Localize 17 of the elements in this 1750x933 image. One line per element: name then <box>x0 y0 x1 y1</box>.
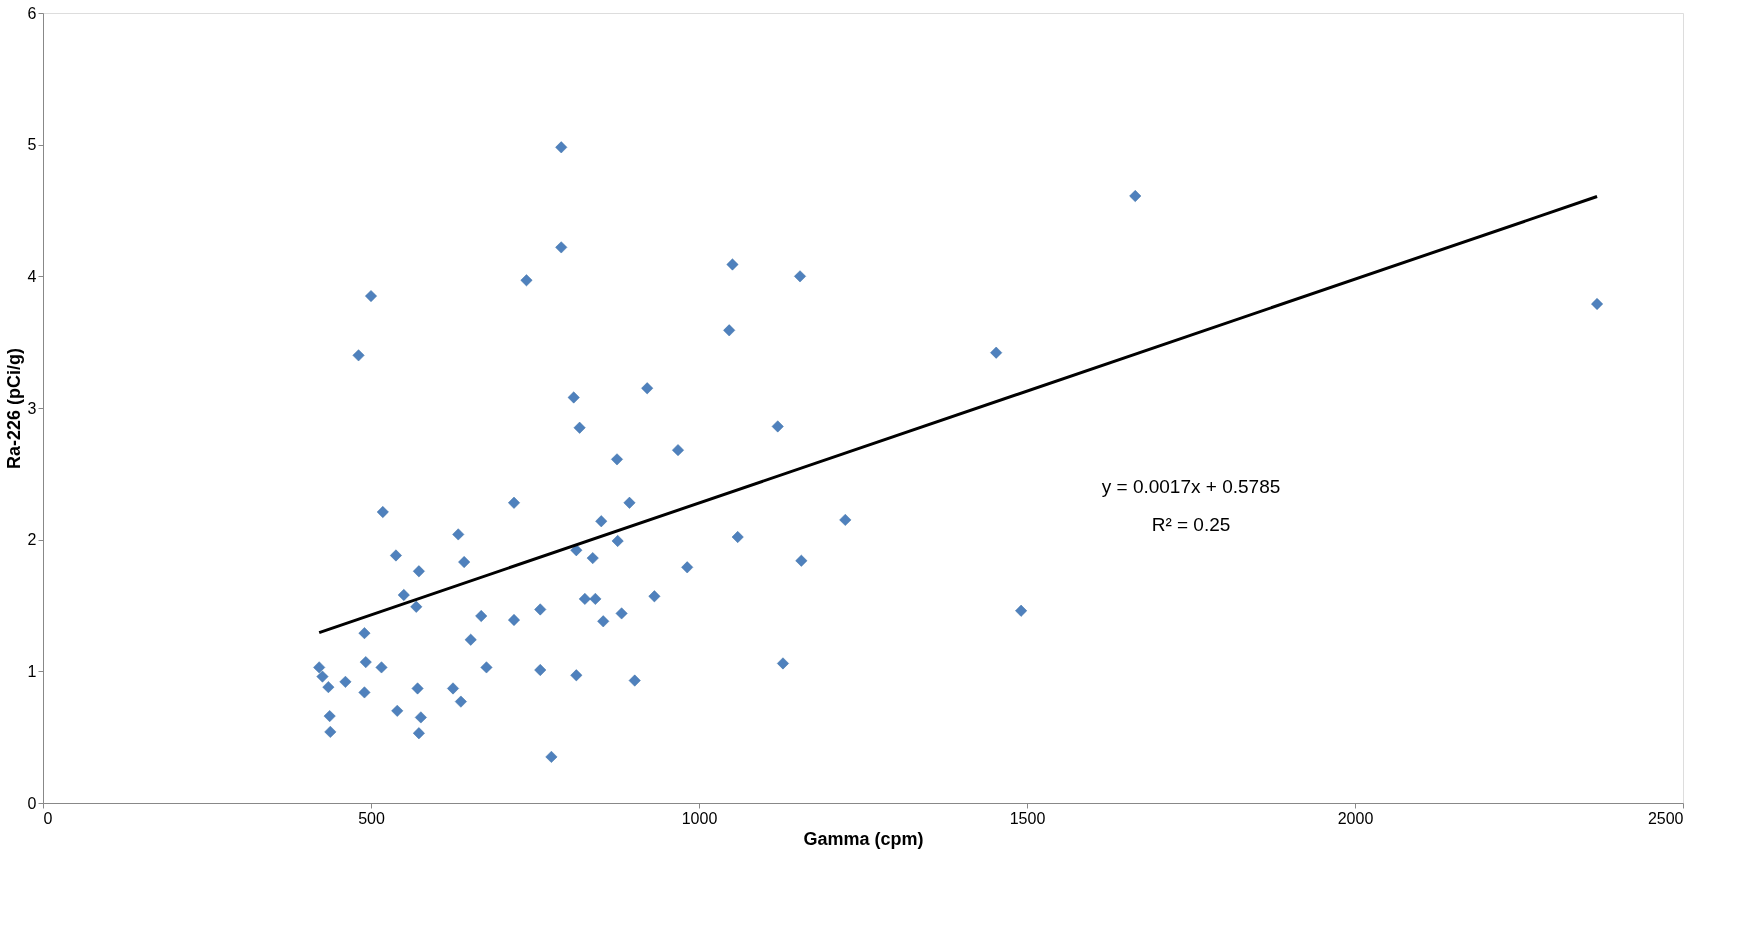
x-axis-title: Gamma (cpm) <box>803 828 924 849</box>
x-tick-label: 2000 <box>1337 809 1374 827</box>
annotation: y = 0.0017x + 0.5785 <box>1101 476 1281 497</box>
y-tick-label: 3 <box>27 399 37 417</box>
y-tick-label: 2 <box>27 531 37 549</box>
y-tick-label: 0 <box>27 794 37 812</box>
y-tick-label: 5 <box>27 136 37 154</box>
x-tick-label: 2500 <box>1647 809 1684 827</box>
y-tick-label: 1 <box>27 662 37 680</box>
y-tick-label: 4 <box>27 267 37 285</box>
annotation: R² = 0.25 <box>1151 514 1231 535</box>
x-tick-label: 0 <box>43 809 53 827</box>
y-tick-label: 6 <box>27 4 37 22</box>
y-axis-title: Ra-226 (pCi/g) <box>3 347 24 470</box>
x-tick-label: 500 <box>358 809 385 827</box>
x-tick-label: 1000 <box>681 809 718 827</box>
x-tick-label: 1500 <box>1009 809 1046 827</box>
